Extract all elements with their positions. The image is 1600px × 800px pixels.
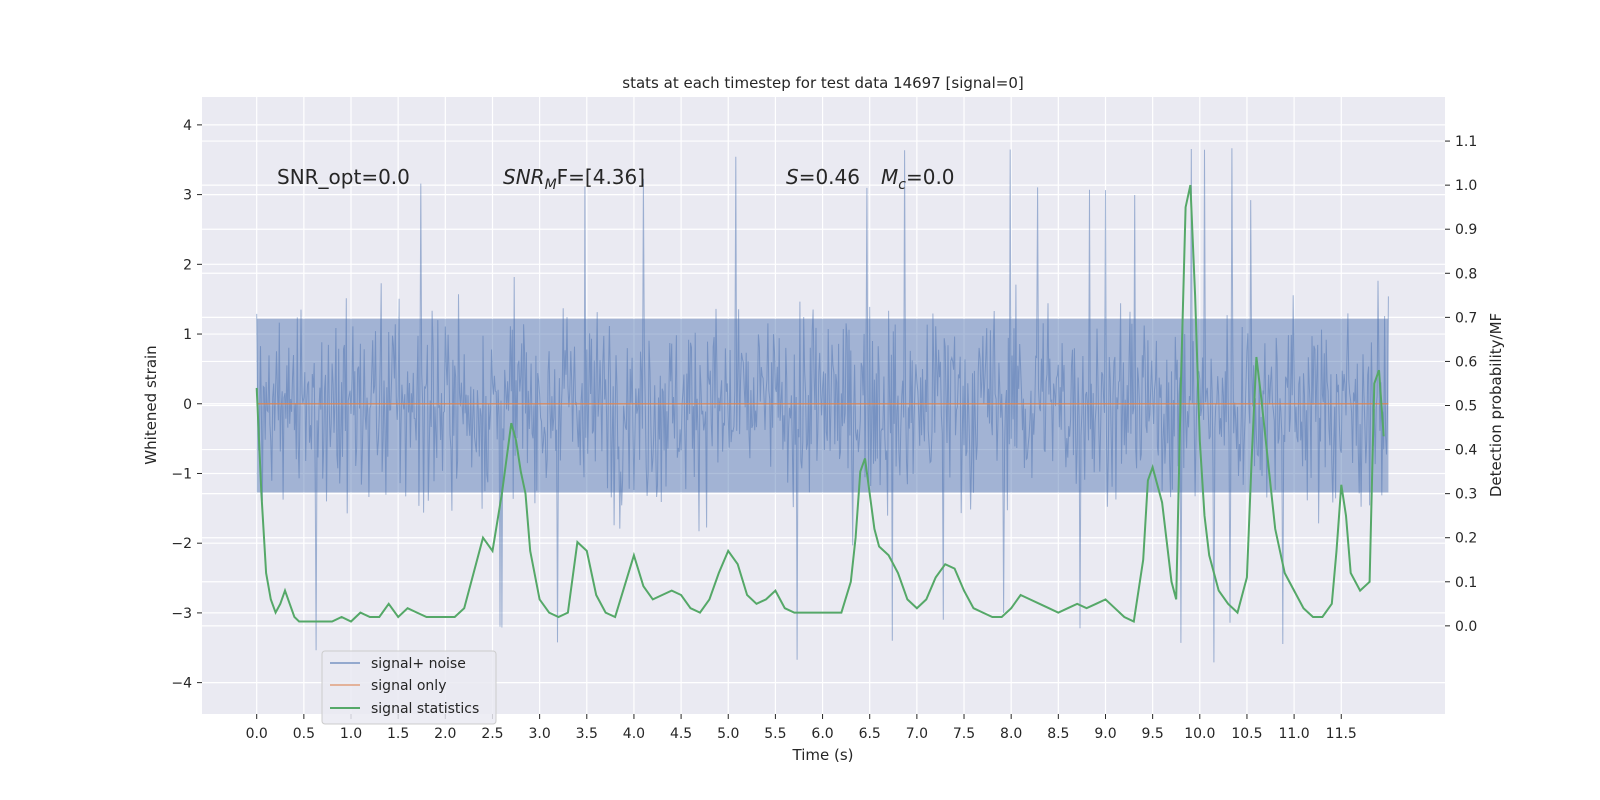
- annotation-mc: Mc=0.0: [881, 165, 955, 193]
- chart-title: stats at each timestep for test data 146…: [622, 74, 1023, 92]
- y-right-tick-label: 1.1: [1455, 134, 1477, 150]
- x-tick-labels: 0.0 0.5 1.0 1.5 2.0 2.5 3.0 3.5 4.0 4.5 5.0 5.5 6.0 6…: [246, 714, 1357, 742]
- y-right-tick-label: 0.9: [1455, 222, 1477, 238]
- legend-box: [321, 650, 497, 725]
- annotation-s: S=0.46: [786, 165, 860, 189]
- x-tick-label: 1.5: [387, 726, 409, 742]
- signal-plus-noise-series: [256, 148, 1389, 663]
- annotation-snr-opt: SNR_opt=0.0: [277, 165, 410, 189]
- x-tick-label: 7.5: [953, 726, 975, 742]
- legend-label-signal-statistics: signal statistics: [371, 701, 479, 717]
- legend-label-signal-noise: signal+ noise: [371, 656, 466, 672]
- y-right-tick-label: 0.4: [1455, 443, 1477, 459]
- y-right-tick-label: 0.1: [1455, 575, 1477, 591]
- grid: [202, 97, 1445, 714]
- y-right-tick-label: 0.6: [1455, 354, 1477, 370]
- y-right-tick-label: 1.0: [1455, 178, 1477, 194]
- x-tick-label: 5.0: [717, 726, 739, 742]
- annotation-mc-sub: c: [898, 177, 906, 193]
- x-tick-label: 4.5: [670, 726, 692, 742]
- legend: signal+ noise signal only signal statist…: [321, 650, 497, 725]
- x-axis-label: Time (s): [792, 746, 854, 764]
- x-tick-label: 5.5: [764, 726, 786, 742]
- annotation-snr-mf: SNRMF=[4.36]: [503, 165, 645, 193]
- annotation-mc-value: =0.0: [906, 165, 955, 189]
- y-tick-label: 4: [183, 118, 192, 134]
- y-right-tick-label: 0.0: [1455, 619, 1477, 635]
- y-tick-label: 2: [183, 257, 192, 273]
- y-axis-label: Whitened strain: [142, 345, 160, 464]
- x-tick-label: 0.0: [246, 726, 268, 742]
- x-tick-label: 1.0: [340, 726, 362, 742]
- y-tick-label: −4: [171, 676, 192, 692]
- signal-statistics-line: [255, 184, 1385, 623]
- x-tick-label: 8.5: [1047, 726, 1069, 742]
- y-tick-labels: 4 3 2 1 0 −1 −2 −3 −4: [171, 118, 202, 692]
- x-tick-label: 3.5: [576, 726, 598, 742]
- annotation-snr-mf-sub: M: [545, 177, 557, 193]
- annotation-mc-label: M: [881, 165, 898, 189]
- y-tick-label: −1: [171, 466, 192, 482]
- x-tick-label: 8.0: [1000, 726, 1022, 742]
- x-tick-label: 2.0: [434, 726, 456, 742]
- y-right-tick-label: 0.7: [1455, 310, 1477, 326]
- y-right-tick-label: 0.8: [1455, 266, 1477, 282]
- y-tick-label: 0: [183, 397, 192, 413]
- x-tick-label: 4.0: [623, 726, 645, 742]
- y-right-tick-label: 0.5: [1455, 399, 1477, 415]
- x-tick-label: 2.5: [481, 726, 503, 742]
- annotation-snr-mf-main: SNR: [503, 165, 545, 189]
- y-right-tick-label: 0.3: [1455, 487, 1477, 503]
- x-tick-label: 6.0: [811, 726, 833, 742]
- x-tick-label: 11.5: [1326, 726, 1357, 742]
- signal-plus-noise-line: [256, 148, 1389, 663]
- x-tick-label: 3.0: [528, 726, 550, 742]
- signal-statistics-series: [255, 184, 1385, 623]
- annotation-s-value: =0.46: [799, 165, 860, 189]
- y-tick-label: −2: [171, 536, 192, 552]
- annotation-snr-mf-rest: F=[4.36]: [557, 165, 645, 189]
- x-tick-label: 6.5: [859, 726, 881, 742]
- x-tick-label: 11.0: [1279, 726, 1310, 742]
- x-tick-label: 10.5: [1231, 726, 1262, 742]
- legend-label-signal-only: signal only: [371, 678, 446, 694]
- y-tick-label: 3: [183, 188, 192, 204]
- y-tick-label: −3: [171, 606, 192, 622]
- y-right-axis-label: Detection probability/MF: [1487, 313, 1505, 497]
- x-tick-label: 9.0: [1094, 726, 1116, 742]
- y-tick-label: 1: [183, 327, 192, 343]
- x-tick-label: 9.5: [1142, 726, 1164, 742]
- x-tick-label: 10.0: [1184, 726, 1215, 742]
- x-tick-label: 7.0: [906, 726, 928, 742]
- x-tick-label: 0.5: [293, 726, 315, 742]
- y-right-tick-labels: 1.1 1.0 0.9 0.8 0.7 0.6 0.5 0.4 0.3 0.2 0.1 0.0: [1445, 134, 1477, 635]
- annotation-s-label: S: [786, 165, 799, 189]
- y-right-tick-label: 0.2: [1455, 531, 1477, 547]
